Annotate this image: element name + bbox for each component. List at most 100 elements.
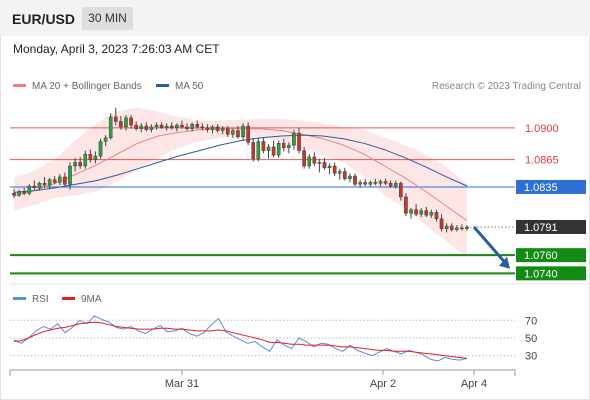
rsi-tick-label: 70 — [525, 315, 537, 327]
candle-body — [419, 210, 423, 215]
candle-body — [393, 183, 398, 187]
candle-body — [337, 171, 342, 174]
candle-body — [27, 185, 32, 194]
candle-body — [287, 144, 291, 149]
candle-body — [409, 209, 413, 214]
candle-body — [460, 227, 464, 230]
candle-body — [429, 212, 434, 216]
candle-body — [455, 227, 459, 230]
candle-body — [22, 191, 26, 194]
candle-body — [281, 143, 286, 149]
candle-body — [358, 182, 362, 185]
rsi-ma-line — [13, 321, 468, 359]
candle-body — [17, 191, 21, 196]
rsi-tick-label: 30 — [525, 351, 537, 363]
candle-body — [444, 225, 449, 229]
candle-body — [73, 162, 77, 167]
candle-body — [119, 121, 123, 128]
candle-body — [383, 181, 388, 184]
datetime-label: Monday, April 3, 2023 7:26:03 AM CET — [13, 42, 220, 56]
ma20-line — [13, 128, 468, 222]
candle-body — [399, 183, 403, 198]
candle-body — [113, 116, 118, 122]
candle-body — [210, 126, 215, 130]
candle-body — [332, 165, 337, 174]
candle-body — [266, 146, 271, 151]
candle-body — [108, 116, 113, 139]
candle-body — [348, 175, 352, 179]
candle-body — [297, 133, 301, 151]
candle-body — [185, 126, 189, 129]
9ma-label: 9MA — [81, 294, 102, 305]
support-label: 1.0740 — [524, 268, 558, 280]
candle-body — [139, 125, 144, 129]
candle-body — [42, 183, 47, 186]
candle-body — [103, 137, 108, 142]
ma50-swatch — [156, 83, 169, 87]
forecast-arrow-shaft — [472, 225, 509, 266]
candle-body — [317, 162, 322, 164]
candle-body — [378, 181, 383, 184]
candle-body — [241, 125, 245, 138]
candle-body — [154, 124, 159, 128]
candle-body — [271, 146, 276, 156]
bollinger-label: MA 20 + Bollinger Bands — [32, 81, 142, 92]
candle-body — [256, 141, 261, 159]
candle-body — [159, 124, 164, 129]
candle-body — [149, 126, 154, 130]
rsi-line — [13, 315, 468, 362]
timeframe-button[interactable]: 30 MIN — [82, 7, 133, 30]
candle-body — [343, 171, 347, 179]
symbol-title: EUR/USD — [12, 11, 76, 27]
candle-body — [52, 179, 57, 183]
candle-body — [231, 130, 235, 135]
candle-body — [12, 193, 16, 196]
research-credit: Research © 2023 Trading Central — [431, 81, 581, 92]
x-tick-label: Apr 4 — [461, 378, 487, 390]
candle-body — [58, 176, 62, 183]
legend-9ma: 9MA — [62, 294, 102, 305]
candle-body — [373, 182, 378, 184]
candle-body — [195, 123, 200, 128]
candle-body — [368, 182, 373, 185]
support-label: 1.0760 — [524, 250, 558, 262]
candle-body — [439, 218, 444, 229]
legend-rsi: RSI — [13, 294, 49, 305]
candle-body — [246, 125, 250, 143]
candle-body — [449, 225, 454, 230]
candle-body — [205, 127, 210, 130]
candle-body — [175, 124, 179, 129]
resistance-label: 1.0900 — [525, 123, 559, 135]
forecast-arrow-head — [499, 256, 510, 269]
candle-body — [169, 125, 174, 129]
candle-body — [124, 117, 128, 128]
candle-body — [47, 179, 52, 186]
candle-body — [37, 183, 42, 189]
candle-body — [220, 128, 225, 131]
9ma-swatch — [62, 296, 75, 300]
last-price-label: 1.0791 — [524, 222, 558, 234]
candle-body — [261, 141, 266, 151]
candle-body — [164, 125, 169, 129]
candle-body — [424, 210, 429, 216]
candle-body — [215, 126, 220, 131]
ma50-label: MA 50 — [175, 81, 204, 92]
rsi-tick-label: 50 — [525, 333, 537, 345]
price-levels: 1.0900 1.0865 1.0835 1.0791 1.0760 1.0740 — [10, 123, 586, 281]
resistance-label: 1.0865 — [525, 155, 559, 167]
last-price-badge — [516, 219, 586, 234]
candle-body — [68, 165, 72, 185]
candle-body — [276, 143, 281, 156]
support-badge — [516, 248, 586, 263]
candle-body — [93, 155, 98, 160]
bollinger-band-fill — [14, 107, 467, 257]
candle-body — [88, 154, 93, 160]
candle-body — [363, 182, 368, 185]
candle-body — [322, 162, 327, 169]
candle-body — [78, 162, 82, 167]
candle-body — [251, 142, 256, 159]
bollinger-swatch — [13, 83, 26, 87]
candle-body — [327, 165, 332, 169]
legend-bollinger: MA 20 + Bollinger Bands — [13, 81, 142, 92]
candle-body — [292, 133, 296, 146]
